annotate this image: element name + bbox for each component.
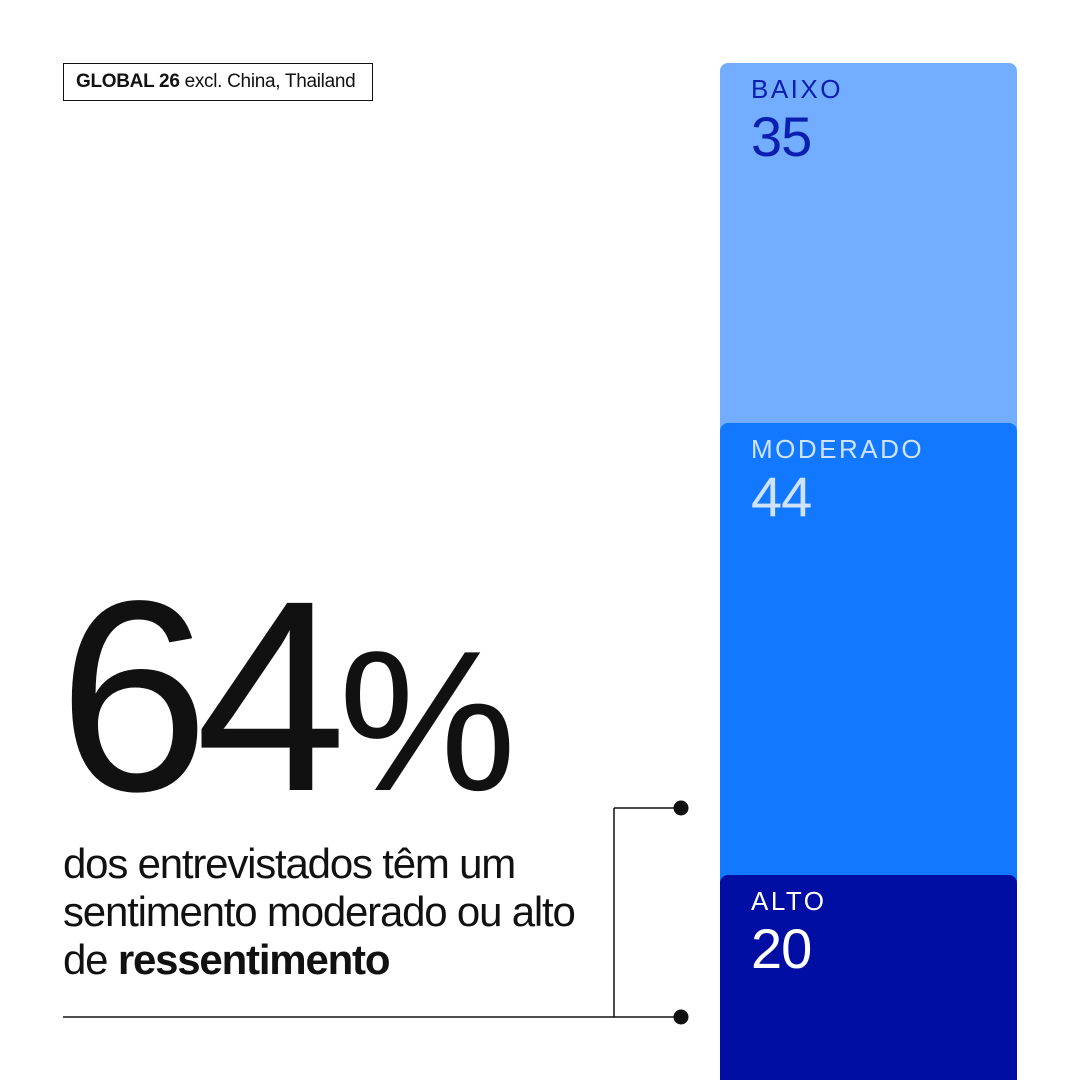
caption-text: dos entrevistados têm um sentimento mode…	[63, 840, 576, 983]
bar-segment-baixo: BAIXO 35	[720, 63, 1017, 431]
segment-value-moderado: 44	[751, 465, 812, 528]
segment-value-baixo: 35	[751, 105, 812, 168]
headline-unit: %	[338, 610, 517, 833]
stacked-bar-chart: BAIXO 35 MODERADO 44 ALTO 20	[720, 63, 1017, 1080]
connector-top-dot	[673, 800, 689, 816]
caption-emphasis: ressentimento	[117, 936, 391, 983]
scope-tag: GLOBAL 26 excl. China, Thailand	[63, 63, 373, 101]
bar-segment-alto: ALTO 20	[720, 875, 1017, 1080]
segment-value-alto: 20	[751, 917, 812, 980]
headline-stat: 64%	[58, 560, 516, 832]
scope-tag-rest: excl. China, Thailand	[184, 71, 356, 92]
segment-label-baixo: BAIXO	[751, 74, 843, 104]
segment-label-moderado: MODERADO	[751, 434, 925, 464]
scope-tag-strong: GLOBAL 26	[76, 71, 180, 92]
caption: dos entrevistados têm um sentimento mode…	[63, 840, 603, 984]
segment-label-alto: ALTO	[751, 886, 827, 916]
connector-bottom-dot	[673, 1009, 689, 1025]
bar-segment-moderado: MODERADO 44	[720, 423, 1017, 883]
headline-number: 64	[58, 544, 347, 848]
